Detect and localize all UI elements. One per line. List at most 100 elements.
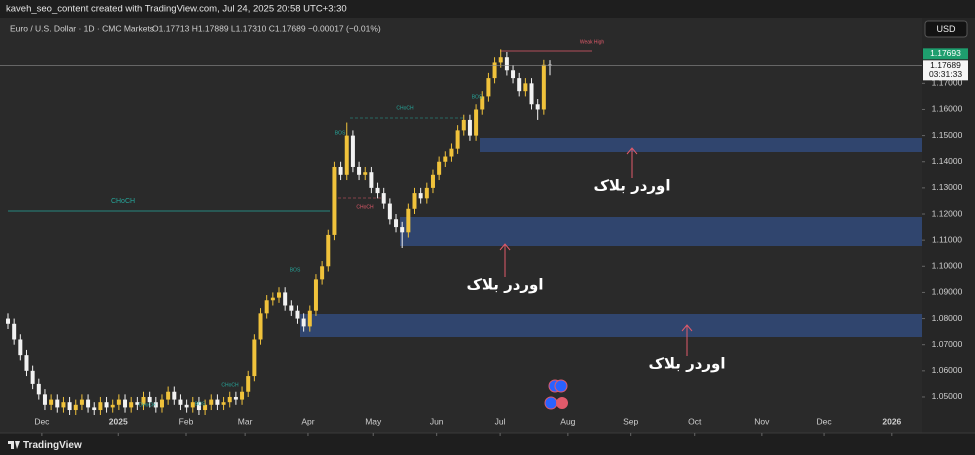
candle-body (153, 402, 158, 408)
candle-body (430, 174, 435, 188)
candle-body (6, 318, 11, 324)
author-line: kaveh_seo_content created with TradingVi… (6, 4, 347, 15)
arrow (626, 147, 638, 178)
candle-body (184, 404, 189, 408)
currency[interactable]: USD (936, 24, 956, 34)
candle-body (443, 156, 448, 162)
y-tick-label: 1.10000 (932, 261, 963, 271)
indicator-icons (544, 379, 568, 410)
candle-body (98, 402, 103, 411)
candle-body (387, 203, 392, 220)
candle-body (172, 391, 177, 400)
y-tick-label: 1.17000 (932, 78, 963, 88)
candle-body (369, 172, 374, 188)
arrow (681, 324, 693, 356)
candle-body (357, 166, 362, 175)
zone-labels: اوردر بلاک اوردر بلاک اوردر بلاک (466, 177, 725, 373)
candle-body (412, 193, 417, 209)
annotation: CHoCH (356, 204, 374, 210)
x-tick-label: 2025 (109, 416, 128, 426)
candle-body (467, 119, 472, 136)
candle-body (203, 404, 208, 411)
candle-body (116, 399, 121, 405)
candle-body (190, 402, 195, 408)
price-tag-label: 1.17693 (930, 48, 961, 58)
ohlc: O1.17713 H1.17889 L1.17310 C1.17689 −0.0… (152, 23, 381, 33)
candle-body (49, 399, 54, 405)
candle-body (320, 266, 325, 280)
candle-body (178, 399, 183, 405)
x-tick-label: Mar (238, 416, 253, 426)
candle-body (455, 130, 460, 149)
candle-body (277, 292, 282, 298)
annotation: BOS (195, 401, 206, 407)
zone-label: اوردر بلاک (648, 355, 725, 373)
candle-body (326, 234, 331, 267)
y-tick-label: 1.11000 (932, 234, 962, 244)
x-tick-label: Jun (430, 416, 444, 426)
candle-body (486, 78, 491, 97)
candle-body (61, 402, 66, 408)
candle-body (424, 187, 429, 199)
annotation: Weak High (580, 39, 605, 45)
candle-body (264, 300, 269, 314)
y-tick-label: 1.08000 (932, 313, 963, 323)
icon (554, 379, 568, 393)
candle-body (196, 402, 201, 411)
y-tick-label: 1.07000 (932, 339, 963, 349)
y-tick-label: 1.09000 (932, 287, 963, 297)
candle-body (166, 391, 171, 400)
candle-body (252, 339, 257, 377)
candle-body (79, 399, 84, 405)
candle-body (307, 310, 312, 327)
annotation: CHoCH (396, 105, 414, 111)
x-tick-label: Feb (179, 416, 194, 426)
candle-body (418, 193, 423, 199)
candle-body (406, 208, 411, 233)
candle-body (42, 394, 47, 405)
y-tick-label: 1.15000 (932, 130, 963, 140)
candle-body (523, 83, 528, 92)
candle-body (437, 161, 442, 175)
x-tick-label: 2026 (882, 416, 901, 426)
candle-body (233, 396, 238, 400)
order-block (400, 217, 922, 246)
annotation: CHoCH (138, 402, 156, 408)
logo (8, 441, 20, 449)
currency-button[interactable] (924, 20, 968, 38)
candle-body (110, 404, 115, 408)
candle-body (344, 135, 349, 175)
candle-body (86, 399, 91, 408)
zone-label: اوردر بلاک (593, 177, 670, 195)
annotation: BOS (290, 267, 301, 273)
candle-body (474, 109, 479, 136)
price-tag-label: 1.17689 (930, 60, 961, 70)
x-tick-label: Dec (817, 416, 833, 426)
candle-body (461, 119, 466, 131)
candle-body (215, 399, 220, 405)
structure-lines (8, 50, 592, 212)
y-tick-label: 1.13000 (932, 182, 963, 192)
candle-body (55, 399, 60, 408)
x-tick-label: Sep (623, 416, 638, 426)
y-tick-label: 1.06000 (932, 365, 963, 375)
candle-body (135, 402, 140, 405)
candle-body (375, 187, 380, 194)
x-tick-label: May (365, 416, 382, 426)
price-axis (922, 18, 975, 433)
candle-body (381, 193, 386, 204)
brand: TradingView (23, 440, 82, 451)
candle-body (73, 404, 78, 411)
y-tick-label: 1.14000 (932, 156, 963, 166)
price-tag (923, 48, 968, 60)
candle-body (30, 370, 35, 384)
symbol: Euro / U.S. Dollar · 1D · CMC Markets (10, 23, 154, 33)
candle-body (67, 402, 72, 411)
candle-body (159, 399, 164, 408)
candle-body (147, 396, 152, 403)
y-tick-label: 1.05000 (932, 391, 963, 401)
icon (556, 397, 568, 409)
candle-body (332, 166, 337, 235)
candle-body (400, 227, 405, 233)
candle-body (141, 396, 146, 405)
